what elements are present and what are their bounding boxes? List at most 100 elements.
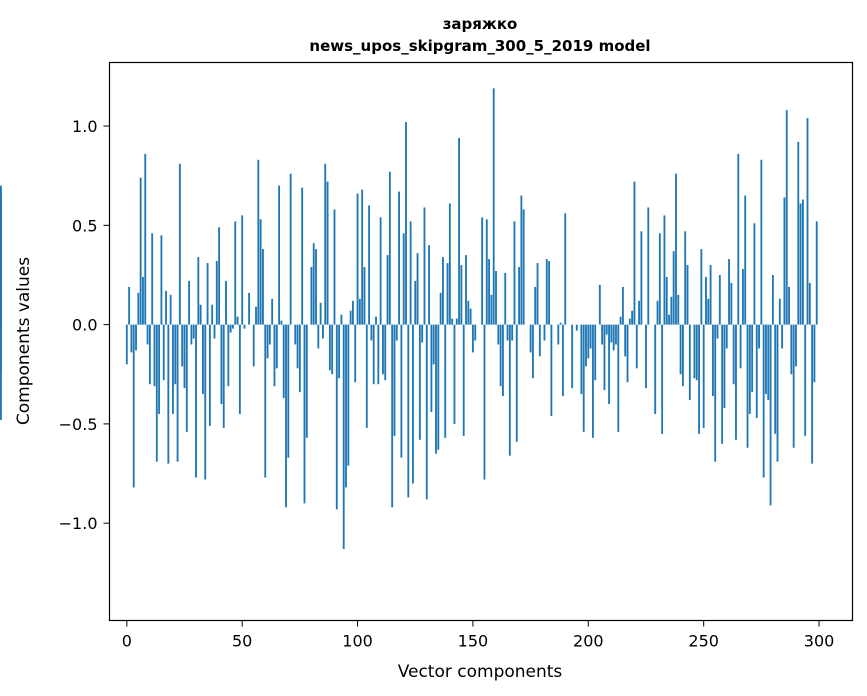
bar-134 [435,324,437,454]
bar-50 [241,215,244,325]
bar-78 [305,324,308,438]
bar-210 [610,324,613,343]
bar-9 [146,324,149,345]
bar-235 [668,314,670,325]
bar-35 [206,263,209,325]
bar-274 [758,324,760,349]
bar-226 [647,207,650,325]
bar-184 [550,324,553,416]
bar-176 [531,324,534,379]
bar-135 [437,324,440,450]
bar-29 [192,324,195,339]
bar-288 [790,324,793,375]
bar-112 [384,324,387,381]
bar-267 [741,269,744,325]
bar-53 [248,292,251,325]
bar-83 [317,324,320,349]
bar-104 [365,324,368,428]
bar-30 [195,324,197,478]
bar-133 [432,324,435,365]
bar-159 [492,88,495,325]
bar-109 [377,324,380,385]
bar-17 [165,290,167,325]
bar-242 [684,231,687,325]
y-tick-label-4: 1.0 [72,117,97,136]
bar-166 [508,324,511,456]
bar-262 [730,282,733,325]
bar-84 [319,302,322,325]
bar-142 [453,324,456,424]
bar-255 [714,324,717,462]
bar-8 [144,153,147,325]
bar-244 [688,324,691,401]
bar-273 [755,324,758,418]
bar-24 [181,324,184,367]
bar-21 [174,324,177,385]
bar-190 [564,213,567,325]
bar-126 [416,253,419,325]
bar-22 [176,324,179,462]
bar-299 [815,221,818,325]
bar-161 [497,324,500,345]
bar-45 [229,324,232,333]
bar-77 [303,324,306,504]
bar-157 [488,259,490,325]
bar-15 [160,235,163,325]
bar-149 [469,308,472,325]
bar-187 [557,324,560,345]
bar-138 [444,324,447,438]
bar-249 [700,249,703,325]
bar-243 [686,265,689,325]
bar-100 [356,193,359,325]
bar-118 [398,191,401,325]
bar-141 [451,318,454,325]
bar-47 [234,221,237,325]
chart-title-line-2: news_upos_skipgram_300_5_2019 model [309,37,650,55]
bar-series [0,88,818,550]
bar-165 [506,324,509,341]
bar-250 [702,324,705,428]
chart-title-line-1: заряжко [443,15,518,33]
bar-143 [455,318,458,325]
bar-172 [522,209,525,325]
bar-3 [132,324,135,488]
bar-137 [442,257,444,325]
bar-158 [490,294,493,325]
bar-232 [661,324,664,434]
bar-16 [162,324,165,381]
bar-285 [783,197,786,325]
bar-154 [481,217,484,325]
bar-12 [153,324,156,387]
x-tick-label-50: 50 [232,632,252,651]
bar-241 [681,324,684,387]
bar-67 [280,320,283,325]
x-tick-label-200: 200 [573,632,604,651]
bar-205 [598,284,601,325]
bar-26 [185,324,188,432]
bar-87 [326,181,329,325]
bar-96 [347,324,350,466]
bar-125 [414,280,417,325]
bar-189 [561,324,564,397]
bar-41 [220,324,223,405]
bar-233 [663,215,666,325]
bar-66 [278,185,281,325]
bar-251 [705,276,707,325]
bar-51 [243,324,246,329]
bar-253 [709,265,712,325]
bar-200 [587,324,590,359]
bar-39 [215,261,218,325]
bar-136 [439,292,442,325]
bar-252 [707,298,710,325]
bar-46 [232,324,234,329]
bar-97 [349,310,352,325]
bar-93 [340,314,343,325]
x-tick-label-0: 0 [122,632,132,651]
bar-37 [211,304,214,325]
bar-164 [504,272,507,325]
y-tick-label-2: 0.0 [72,316,97,335]
bar-202 [591,324,594,438]
bar-44 [227,324,230,387]
y-axis-ticks: −1.0 −0.5 0.0 0.5 1.0 [59,117,110,533]
bar-33 [202,324,204,395]
